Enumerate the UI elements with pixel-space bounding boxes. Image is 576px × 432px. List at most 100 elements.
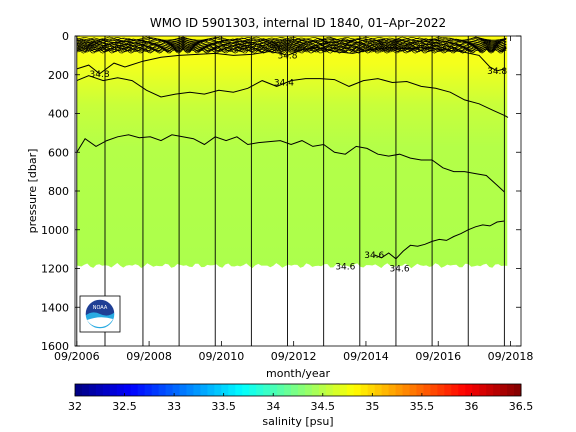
- colorbar-swatch: [242, 384, 250, 396]
- y-axis: 0 200 400 600 800 1000 1200 1400 1600: [41, 30, 521, 353]
- noaa-logo-text: NOAA: [93, 305, 108, 311]
- colorbar-tick-label: 32: [68, 400, 82, 413]
- colorbar-swatch: [479, 384, 487, 396]
- colorbar-tick-label: 36: [464, 400, 478, 413]
- contour-line: [76, 75, 509, 118]
- x-tick-label: 09/2012: [271, 350, 317, 363]
- x-tick-label: 09/2008: [126, 350, 172, 363]
- surface-contour: [76, 37, 507, 41]
- colorbar-swatch: [458, 384, 466, 396]
- y-tick-label: 800: [48, 185, 69, 198]
- colorbar-swatch: [465, 384, 473, 396]
- colorbar-tick-label: 36.5: [509, 400, 534, 413]
- contour-label: 34.8: [277, 51, 297, 61]
- colorbar-swatch: [291, 384, 299, 396]
- colorbar-label: salinity [psu]: [262, 415, 333, 428]
- colorbar-swatch: [158, 384, 167, 396]
- chart-title: WMO ID 5901303, internal ID 1840, 01–Apr…: [150, 16, 446, 30]
- contour-label: 34.6: [335, 263, 355, 273]
- colorbar-swatch: [200, 384, 208, 396]
- colorbar-swatch: [249, 384, 257, 396]
- contour-label: 34.6: [390, 265, 410, 275]
- colorbar-swatch: [472, 384, 480, 396]
- colorbar-swatch: [186, 384, 194, 396]
- colorbar-swatch: [486, 384, 494, 396]
- y-tick-label: 600: [48, 146, 69, 159]
- colorbar-swatch: [311, 384, 320, 396]
- colorbar-swatch: [102, 384, 111, 396]
- x-tick-label: 09/2006: [54, 350, 100, 363]
- colorbar-swatch: [81, 384, 90, 396]
- contour-line: [76, 134, 505, 193]
- colorbar-swatch: [193, 384, 201, 396]
- colorbar-swatch: [416, 384, 424, 396]
- colorbar-swatch: [172, 384, 181, 396]
- x-tick-label: 09/2018: [488, 350, 534, 363]
- salinity-contours: [76, 47, 509, 260]
- y-axis-label: pressure [dbar]: [26, 149, 39, 234]
- colorbar-swatch: [339, 384, 348, 396]
- contour-label: 34.6: [364, 251, 384, 261]
- colorbar-tick-label: 33: [167, 400, 181, 413]
- y-tick-label: 1400: [41, 301, 69, 314]
- colorbar-swatch: [130, 384, 139, 396]
- x-tick-label: 09/2014: [343, 350, 389, 363]
- y-tick-label: 1200: [41, 263, 69, 276]
- colorbar-swatch: [214, 384, 222, 396]
- x-tick-label: 09/2010: [199, 350, 245, 363]
- colorbar-swatch: [395, 384, 404, 396]
- contour-label: 34.8: [90, 70, 110, 80]
- y-tick-label: 200: [48, 69, 69, 82]
- colorbar-swatch: [360, 384, 369, 396]
- colorbar-frame: [74, 383, 522, 397]
- plot-area: 34.8 34.8 34.8 34.4 34.6 34.6 34.6: [75, 36, 521, 346]
- colorbar-swatch: [423, 384, 431, 396]
- colorbar-swatch: [493, 384, 501, 396]
- x-tick-label: 09/2016: [415, 350, 461, 363]
- colorbar-swatch: [284, 384, 292, 396]
- surface-contour: [76, 49, 507, 53]
- colorbar-swatch: [75, 384, 83, 396]
- colorbar: 32 32.5 33 33.5 34 34.5 35 35.5 36 36.5: [68, 383, 534, 413]
- x-axis-label: month/year: [266, 367, 330, 380]
- colorbar-swatch: [109, 384, 118, 396]
- colorbar-swatch: [437, 384, 445, 396]
- noaa-logo: NOAA: [79, 295, 121, 333]
- colorbar-swatch: [374, 384, 383, 396]
- colorbar-swatch: [451, 384, 459, 396]
- colorbar-swatch: [332, 384, 341, 396]
- colorbar-swatch: [165, 384, 174, 396]
- colorbar-tick-label: 32.5: [112, 400, 137, 413]
- y-tick-label: 1600: [41, 340, 69, 353]
- colorbar-tick-label: 34.5: [311, 400, 336, 413]
- colorbar-tick-label: 35.5: [410, 400, 435, 413]
- colorbar-tick-label: 34: [266, 400, 280, 413]
- colorbar-swatch: [346, 384, 355, 396]
- colorbar-tick-label: 35: [365, 400, 379, 413]
- surface-contour: [76, 48, 507, 54]
- colorbar-swatch: [95, 384, 104, 396]
- colorbar-swatch: [235, 384, 243, 396]
- surface-contour: [76, 45, 507, 51]
- colorbar-swatch: [325, 384, 334, 396]
- contour-line: [374, 220, 505, 260]
- colorbar-swatch: [263, 384, 271, 396]
- colorbar-swatch: [402, 384, 410, 396]
- y-tick-label: 1000: [41, 224, 69, 237]
- colorbar-swatch: [137, 384, 146, 396]
- colorbar-swatch: [367, 384, 376, 396]
- colorbar-tick-label: 33.5: [211, 400, 236, 413]
- surface-contour: [76, 40, 507, 46]
- colorbar-swatch: [507, 384, 515, 396]
- colorbar-swatch: [221, 384, 229, 396]
- contour-line: [76, 47, 505, 75]
- colorbar-swatch: [318, 384, 327, 396]
- x-axis: 09/2006 09/2008 09/2010 09/2012 09/2014 09/20…: [54, 36, 533, 363]
- colorbar-swatch: [409, 384, 417, 396]
- surface-contour: [76, 41, 507, 46]
- contour-label: 34.4: [274, 79, 294, 89]
- colorbar-swatch: [514, 384, 522, 396]
- colorbar-swatch: [353, 384, 362, 396]
- colorbar-swatch: [123, 384, 132, 396]
